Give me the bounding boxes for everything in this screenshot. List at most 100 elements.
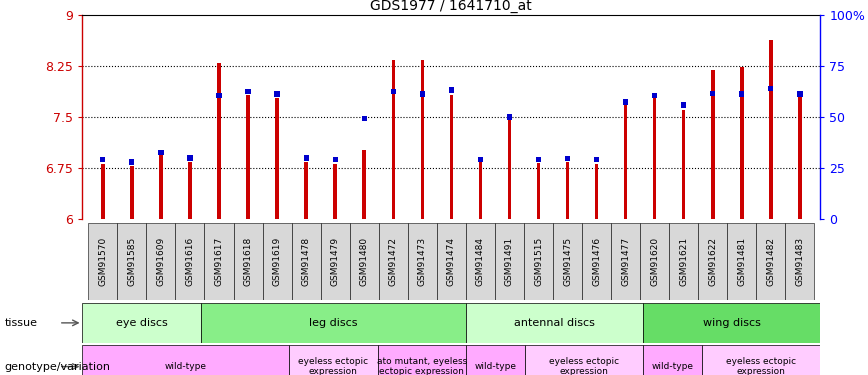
Bar xyxy=(536,157,541,162)
Bar xyxy=(262,224,292,300)
Bar xyxy=(702,345,820,375)
Bar xyxy=(798,91,803,97)
Text: tissue: tissue xyxy=(4,318,37,328)
Text: GSM91491: GSM91491 xyxy=(505,237,514,286)
Bar xyxy=(82,345,289,375)
Text: GSM91483: GSM91483 xyxy=(795,237,805,286)
Bar xyxy=(478,162,482,219)
Text: eye discs: eye discs xyxy=(115,318,168,328)
Text: GSM91474: GSM91474 xyxy=(447,237,456,286)
Bar xyxy=(711,69,714,219)
Bar xyxy=(507,114,512,120)
Bar xyxy=(289,345,378,375)
Text: GSM91473: GSM91473 xyxy=(418,237,427,286)
Bar xyxy=(275,98,279,219)
Bar xyxy=(740,91,745,97)
Text: GSM91570: GSM91570 xyxy=(98,237,108,286)
Bar xyxy=(350,224,378,300)
Bar xyxy=(147,224,175,300)
Bar xyxy=(378,224,408,300)
Bar xyxy=(466,345,525,375)
Text: GSM91622: GSM91622 xyxy=(708,237,717,286)
Bar xyxy=(769,39,773,219)
Text: eyeless ectopic
expression: eyeless ectopic expression xyxy=(299,357,368,375)
Bar xyxy=(420,91,425,97)
Text: GSM91619: GSM91619 xyxy=(273,237,281,286)
Text: GSM91484: GSM91484 xyxy=(476,237,485,286)
Text: GSM91472: GSM91472 xyxy=(389,237,398,286)
Bar xyxy=(799,97,802,219)
Text: GSM91478: GSM91478 xyxy=(301,237,311,286)
Text: leg discs: leg discs xyxy=(309,318,358,328)
Bar xyxy=(611,224,641,300)
Text: GSM91479: GSM91479 xyxy=(331,237,339,286)
Bar xyxy=(524,224,553,300)
Bar xyxy=(624,105,628,219)
Bar xyxy=(362,116,367,121)
Bar xyxy=(292,224,320,300)
Bar xyxy=(333,164,337,219)
Bar xyxy=(274,91,279,97)
Bar xyxy=(681,102,687,108)
Bar xyxy=(437,224,466,300)
Bar xyxy=(129,159,135,165)
Bar xyxy=(652,93,657,98)
Bar xyxy=(175,224,205,300)
Text: GSM91515: GSM91515 xyxy=(534,237,543,286)
Bar xyxy=(201,303,466,343)
Bar xyxy=(525,345,643,375)
Bar xyxy=(159,154,162,219)
Bar xyxy=(641,224,669,300)
Bar xyxy=(82,303,201,343)
Bar xyxy=(536,163,540,219)
Bar xyxy=(246,88,251,94)
Bar xyxy=(594,157,599,162)
Text: wild-type: wild-type xyxy=(652,362,694,371)
Bar xyxy=(466,224,495,300)
Bar xyxy=(304,155,309,161)
Text: GSM91618: GSM91618 xyxy=(244,237,253,286)
Bar xyxy=(391,88,396,94)
Bar xyxy=(582,224,611,300)
Bar xyxy=(682,110,686,219)
Bar xyxy=(305,162,308,219)
Bar xyxy=(216,93,221,98)
Text: GSM91480: GSM91480 xyxy=(359,237,369,286)
Bar xyxy=(643,303,820,343)
Bar xyxy=(710,91,715,96)
Text: eyeless ectopic
expression: eyeless ectopic expression xyxy=(549,357,619,375)
Bar xyxy=(332,157,338,162)
Bar xyxy=(130,166,134,219)
Text: GSM91616: GSM91616 xyxy=(186,237,194,286)
Bar xyxy=(449,87,454,93)
Bar xyxy=(158,150,163,155)
Bar xyxy=(320,224,350,300)
Title: GDS1977 / 1641710_at: GDS1977 / 1641710_at xyxy=(371,0,532,13)
Bar xyxy=(566,162,569,219)
Text: GSM91617: GSM91617 xyxy=(214,237,223,286)
Text: GSM91481: GSM91481 xyxy=(737,237,746,286)
Bar xyxy=(466,303,643,343)
Bar xyxy=(698,224,727,300)
Bar xyxy=(623,99,628,105)
Bar xyxy=(595,164,598,219)
Bar xyxy=(233,224,262,300)
Text: antennal discs: antennal discs xyxy=(514,318,595,328)
Bar xyxy=(205,224,233,300)
Bar xyxy=(391,60,395,219)
Text: eyeless ectopic
expression: eyeless ectopic expression xyxy=(727,357,796,375)
Bar xyxy=(187,155,193,161)
Bar xyxy=(117,224,147,300)
Bar xyxy=(217,63,220,219)
Bar xyxy=(408,224,437,300)
Text: genotype/variation: genotype/variation xyxy=(4,362,110,372)
Text: GSM91476: GSM91476 xyxy=(592,237,602,286)
Text: GSM91482: GSM91482 xyxy=(766,237,775,286)
Bar xyxy=(643,345,702,375)
Bar xyxy=(669,224,698,300)
Bar xyxy=(450,95,453,219)
Text: GSM91585: GSM91585 xyxy=(128,237,136,286)
Bar xyxy=(756,224,786,300)
Bar xyxy=(495,224,524,300)
Bar xyxy=(740,67,744,219)
